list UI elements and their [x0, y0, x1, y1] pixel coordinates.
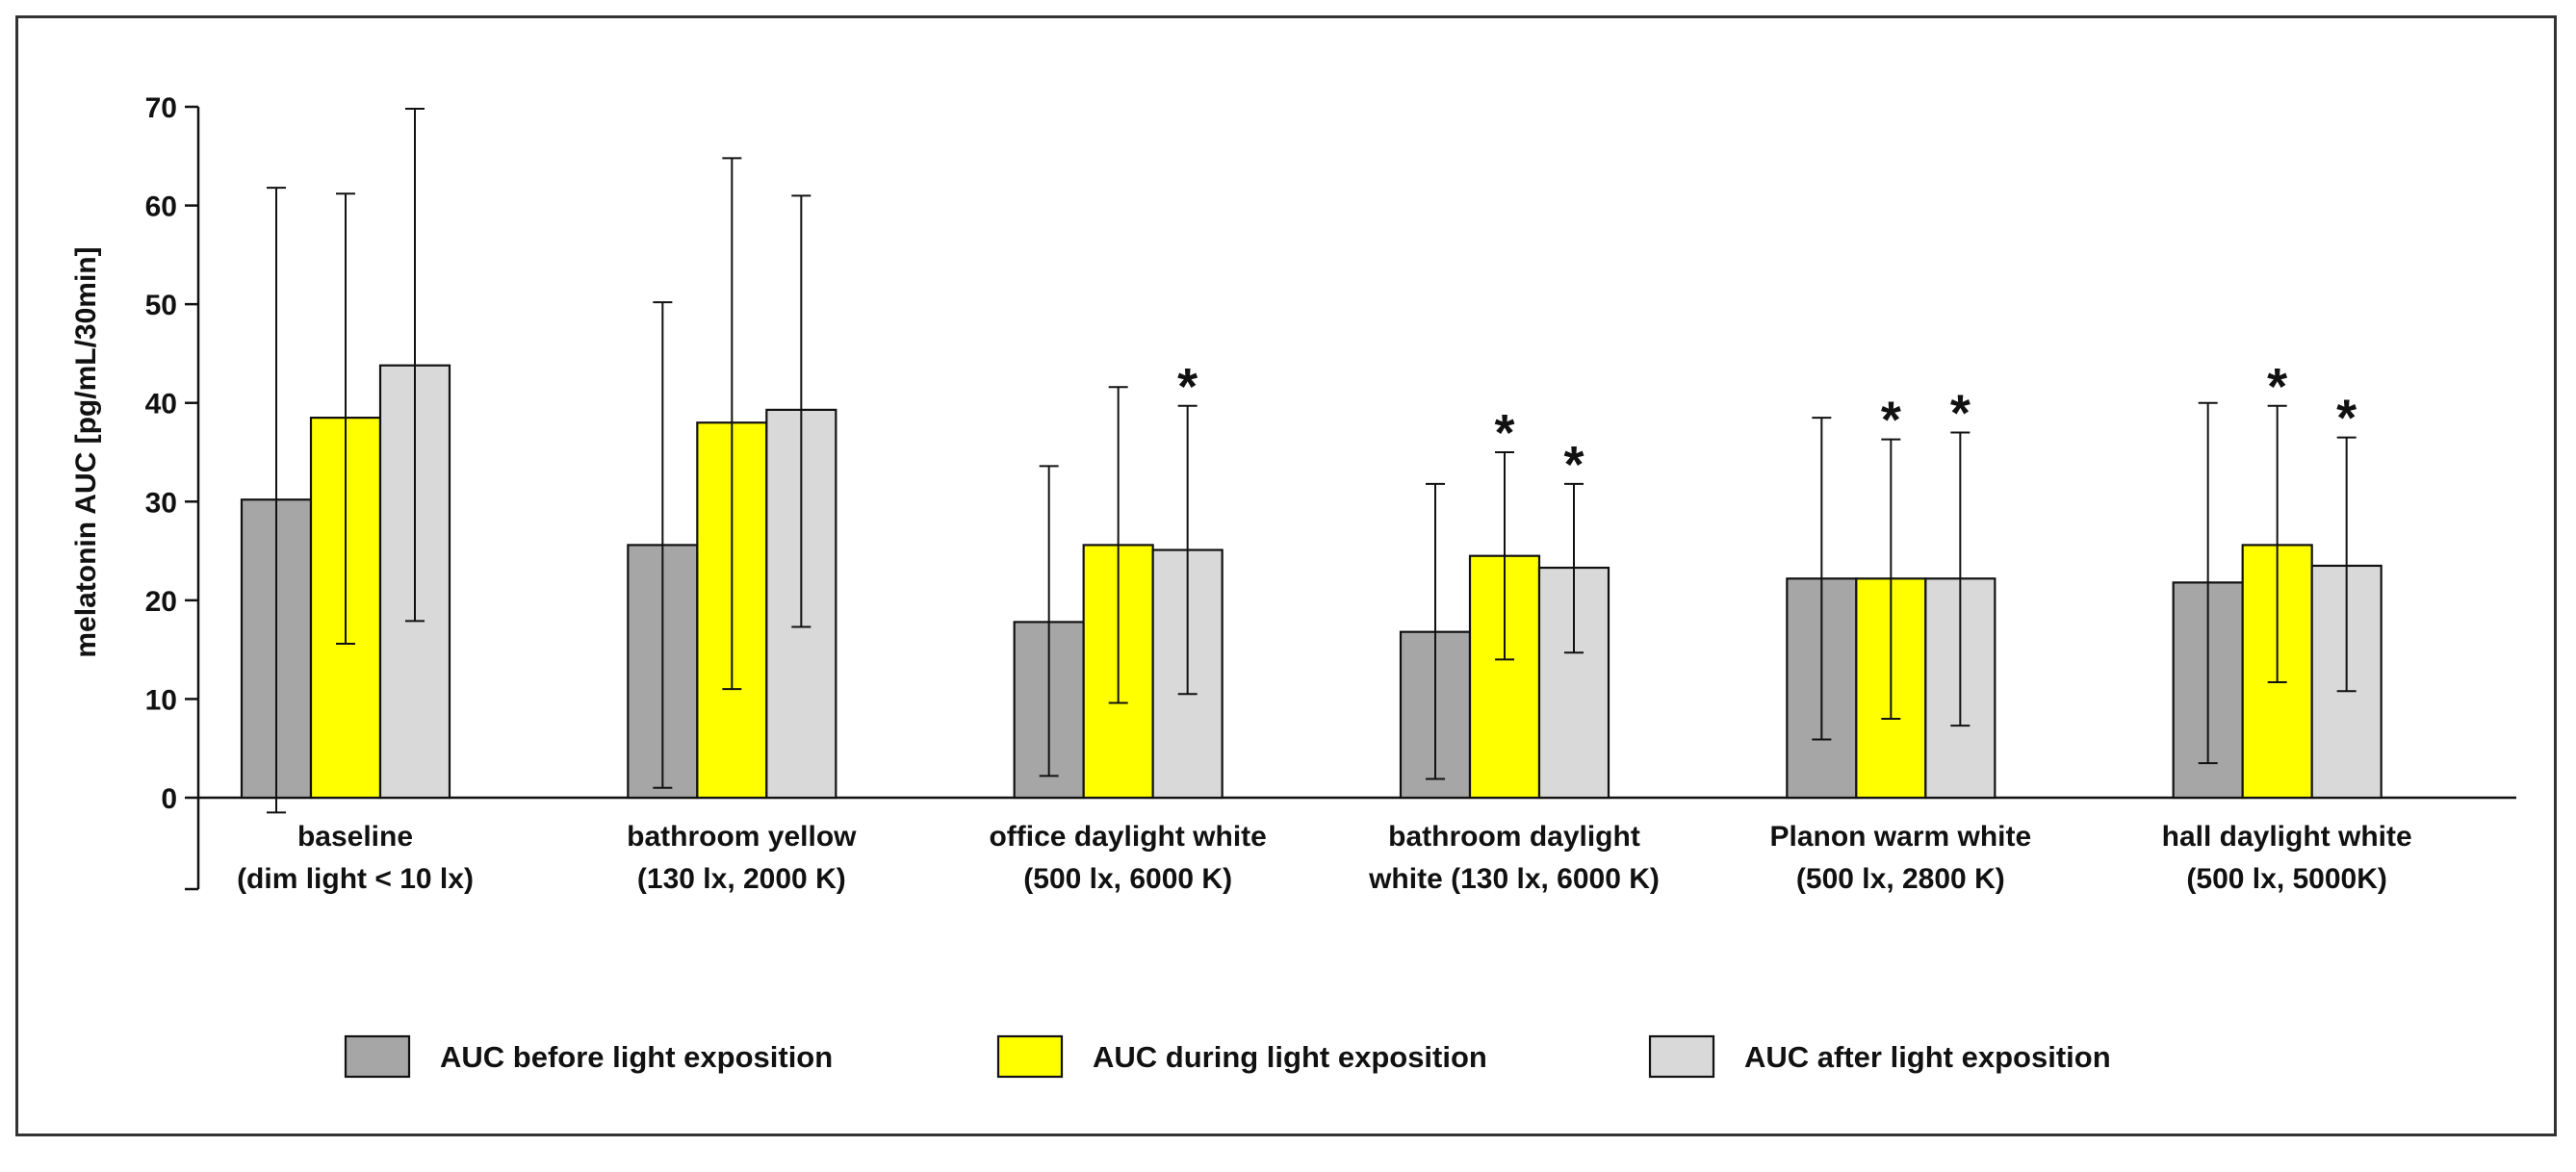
y-axis-title: melatonin AUC [pg/mL/30min]	[70, 246, 102, 657]
x-category-label: (500 lx, 5000K)	[2186, 863, 2386, 895]
x-category-label: bathroom yellow	[627, 821, 857, 853]
y-tick-label: 20	[145, 586, 177, 618]
legend: AUC before light exposition AUC during li…	[344, 1034, 2111, 1079]
significance-star: *	[1881, 392, 1901, 449]
x-category-label: hall daylight white	[2162, 821, 2412, 853]
x-category-label: (130 lx, 2000 K)	[637, 863, 846, 895]
x-category-label: (500 lx, 2800 K)	[1796, 863, 2005, 895]
x-axis: baseline (dim light < 10 lx) bathroom yell…	[198, 796, 2516, 895]
y-axis: 0 10 20 30 40 50 60 70 melatonin AUC [pg/mL/30mi…	[70, 92, 200, 891]
significance-star: *	[1563, 436, 1584, 494]
bar-chart: 0 10 20 30 40 50 60 70 melatonin AUC [pg/mL/30mi…	[70, 92, 2516, 1079]
x-category-label: (500 lx, 6000 K)	[1023, 863, 1232, 895]
significance-star: *	[2336, 390, 2357, 447]
error-bars-layer	[267, 108, 2357, 814]
x-category-label: white (130 lx, 6000 K)	[1368, 863, 1660, 895]
y-tick-label: 60	[145, 191, 177, 223]
y-tick-label: 0	[161, 783, 177, 815]
legend-swatch	[996, 1034, 1064, 1079]
chart-frame: 0 10 20 30 40 50 60 70 melatonin AUC [pg/mL/30mi…	[15, 15, 2557, 1136]
legend-swatch	[1648, 1034, 1715, 1079]
y-tick-label: 70	[145, 92, 177, 124]
significance-markers-layer: * * * * * * *	[1177, 358, 2357, 494]
significance-star: *	[1177, 358, 1198, 416]
legend-label: AUC during light exposition	[1093, 1040, 1487, 1074]
significance-star: *	[1950, 384, 1971, 442]
y-tick-label: 30	[145, 487, 177, 519]
x-category-label: bathroom daylight	[1388, 821, 1640, 853]
significance-star: *	[2267, 358, 2287, 416]
legend-label: AUC before light exposition	[440, 1040, 833, 1074]
legend-swatch	[344, 1034, 411, 1079]
bars-layer	[240, 364, 2383, 800]
y-tick-label: 40	[145, 389, 177, 420]
x-category-label: (dim light < 10 lx)	[237, 863, 474, 895]
x-category-label: baseline	[297, 821, 413, 853]
y-tick-label: 10	[145, 684, 177, 716]
x-category-label: Planon warm white	[1769, 821, 2031, 853]
y-tick-label: 50	[145, 290, 177, 321]
x-category-label: office daylight white	[989, 821, 1266, 853]
legend-label: AUC after light exposition	[1744, 1040, 2111, 1074]
significance-star: *	[1494, 404, 1514, 462]
